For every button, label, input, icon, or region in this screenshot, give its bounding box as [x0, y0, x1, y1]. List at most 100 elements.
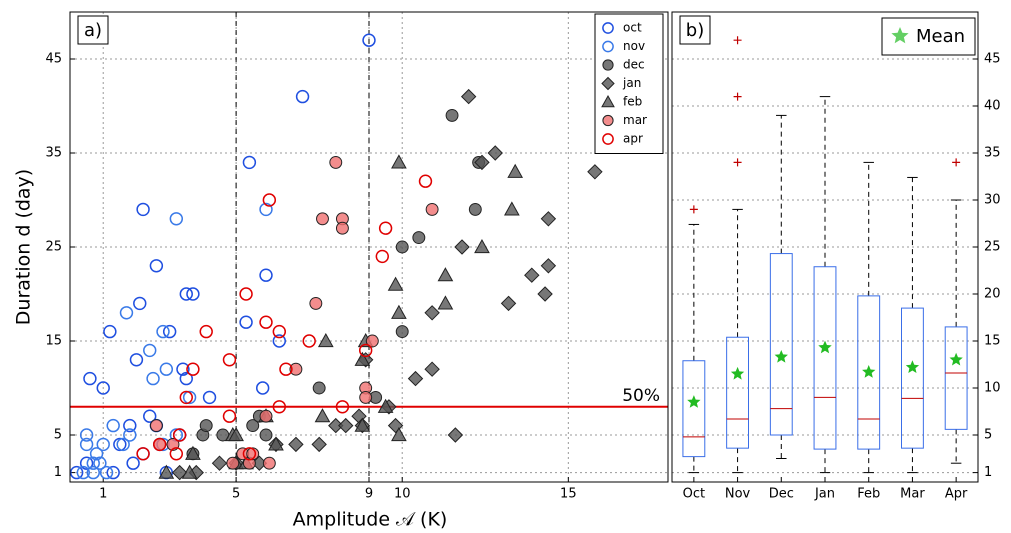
data-point [169, 212, 184, 226]
data-point [136, 447, 150, 461]
data-point [424, 305, 440, 321]
plot-frame [671, 11, 979, 483]
data-point [312, 381, 326, 395]
data-point [487, 145, 503, 161]
data-point [136, 202, 150, 217]
data-point [259, 202, 273, 217]
data-point [86, 456, 100, 470]
data-point [199, 419, 213, 433]
y-tick-label: 25 [45, 240, 62, 255]
data-point [246, 419, 260, 433]
data-point [437, 295, 454, 310]
data-point [329, 155, 343, 169]
data-point [222, 353, 237, 367]
x-tick-label: 5 [232, 487, 240, 502]
data-point [354, 351, 371, 366]
data-point [391, 426, 407, 442]
mean-marker [818, 340, 832, 354]
panel-label: a) [84, 20, 102, 41]
data-point [159, 362, 174, 376]
box [682, 360, 706, 458]
data-point [86, 465, 100, 480]
mean-marker [774, 350, 788, 363]
legend-marker [602, 40, 614, 53]
legend-marker [602, 59, 614, 71]
box [726, 336, 750, 449]
y-tick-label: 15 [45, 334, 62, 349]
data-point [171, 464, 188, 481]
data-point [504, 201, 520, 216]
x-tick-label: Mar [900, 487, 925, 502]
data-point [153, 437, 167, 452]
data-point [129, 353, 144, 367]
data-point [425, 202, 439, 216]
data-point [262, 193, 277, 207]
legend-marker [601, 94, 615, 108]
data-point [176, 362, 190, 376]
data-point [354, 417, 371, 432]
data-point [123, 418, 137, 433]
box [769, 253, 793, 436]
data-point [335, 221, 349, 235]
data-point [103, 324, 117, 339]
data-point [387, 276, 404, 291]
y-tick-label: 1 [54, 465, 62, 480]
legend-label: mar [623, 113, 647, 127]
data-point [93, 456, 107, 470]
box [857, 295, 881, 450]
data-point [474, 238, 490, 254]
data-point [540, 258, 557, 274]
data-point [143, 409, 157, 423]
data-point [377, 398, 394, 413]
data-point [295, 89, 310, 104]
data-point [259, 428, 273, 442]
data-point [262, 456, 276, 470]
data-point [179, 390, 193, 405]
data-point [468, 202, 482, 216]
legend-label: dec [623, 58, 645, 72]
data-point [69, 465, 84, 480]
box [944, 326, 968, 430]
y-tick-label: 10 [984, 381, 1001, 396]
data-point [179, 371, 193, 386]
x-tick-label: Apr [945, 487, 968, 502]
outlier [733, 92, 742, 101]
data-point [146, 371, 160, 386]
data-point [314, 408, 331, 423]
data-point [242, 447, 257, 461]
data-point [83, 371, 97, 386]
data-point [272, 324, 286, 339]
x-tick-label: 15 [560, 487, 577, 502]
data-point [79, 437, 94, 452]
data-point [391, 304, 407, 319]
x-tick-label: 10 [394, 487, 411, 502]
outlier [952, 158, 961, 167]
data-point [437, 267, 454, 282]
data-point [375, 249, 389, 264]
outlier [733, 158, 742, 167]
data-point [143, 343, 157, 358]
data-point [79, 428, 94, 442]
data-point [202, 390, 217, 405]
data-point [76, 465, 90, 480]
data-point [126, 456, 140, 470]
data-point [156, 324, 170, 339]
data-point [272, 334, 286, 348]
data-point [288, 436, 304, 453]
y-tick-label: 20 [984, 287, 1001, 302]
x-tick-label: 1 [99, 487, 107, 502]
data-point [96, 381, 110, 395]
x-tick-label: Dec [769, 487, 794, 502]
data-point [335, 400, 350, 414]
data-point [199, 324, 213, 339]
data-point [185, 445, 201, 460]
data-point [507, 163, 524, 178]
data-point [211, 455, 228, 471]
data-point [378, 221, 393, 235]
data-point [460, 88, 477, 105]
data-point [540, 211, 557, 227]
data-point [447, 427, 464, 443]
outlier [733, 36, 742, 45]
data-point [113, 437, 127, 452]
